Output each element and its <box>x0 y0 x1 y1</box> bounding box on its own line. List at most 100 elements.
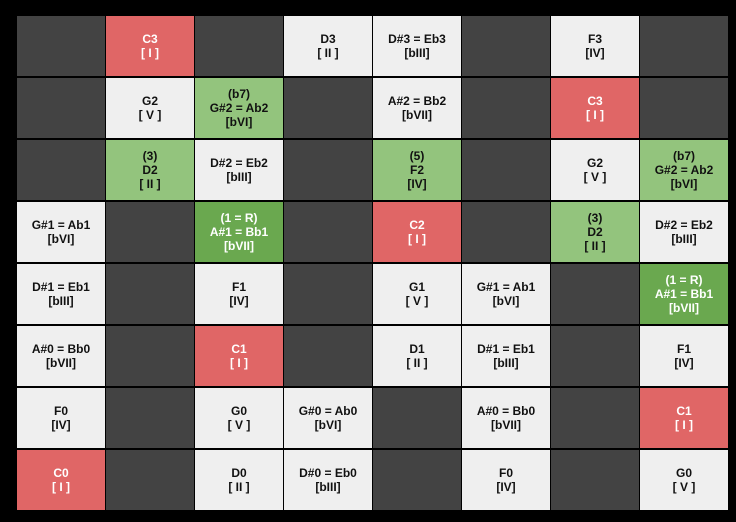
cell-label: [bIII] <box>226 170 252 184</box>
note-cell: G0[ V ] <box>640 450 728 510</box>
cell-label: D#2 = Eb2 <box>210 156 268 170</box>
cell-label: [bVII] <box>402 108 432 122</box>
cell-label: F0 <box>53 404 68 418</box>
cell-label: G#1 = Ab1 <box>476 280 536 294</box>
cell-label: [ I ] <box>52 480 70 494</box>
note-cell: C1[ I ] <box>195 326 283 386</box>
empty-cell <box>17 16 105 76</box>
cell-label: D0 <box>231 466 247 480</box>
cell-label: C3 <box>142 32 158 46</box>
empty-cell <box>284 202 372 262</box>
note-cell: G1[ V ] <box>373 264 461 324</box>
empty-cell <box>17 78 105 138</box>
empty-cell <box>106 388 194 448</box>
cell-label: [ II ] <box>317 46 339 60</box>
empty-cell <box>462 78 550 138</box>
cell-label: (3) <box>142 149 158 163</box>
cell-label: [IV] <box>229 294 249 308</box>
cell-label: G#1 = Ab1 <box>31 218 91 232</box>
cell-label: [ II ] <box>406 356 428 370</box>
note-cell: (1 = R) A#1 = Bb1 [bVII] <box>195 202 283 262</box>
cell-label: [ V ] <box>405 294 429 308</box>
cell-label: A#2 = Bb2 <box>387 94 447 108</box>
cell-label: C0 <box>53 466 69 480</box>
cell-label: G0 <box>675 466 692 480</box>
cell-label: [ I ] <box>586 108 604 122</box>
note-cell: A#0 = Bb0 [bVII] <box>462 388 550 448</box>
note-cell: F0 [IV] <box>462 450 550 510</box>
empty-cell <box>462 202 550 262</box>
cell-label: [bVII] <box>224 239 254 253</box>
note-cell: D0[ II ] <box>195 450 283 510</box>
cell-label: F1 <box>676 342 691 356</box>
cell-label: (3) <box>587 211 603 225</box>
note-cell: G#0 = Ab0 [bVI] <box>284 388 372 448</box>
cell-label: [IV] <box>51 418 71 432</box>
cell-label: C1 <box>231 342 247 356</box>
cell-label: [bIII] <box>315 480 341 494</box>
note-cell: (1 = R) A#1 = Bb1 [bVII] <box>640 264 728 324</box>
cell-label: [ I ] <box>141 46 159 60</box>
note-cell: F1 [IV] <box>640 326 728 386</box>
cell-label: [ I ] <box>230 356 248 370</box>
note-cell: D#2 = Eb2 [bIII] <box>195 140 283 200</box>
cell-label: [bIII] <box>48 294 74 308</box>
cell-label: [IV] <box>674 356 694 370</box>
note-cell: C3[ I ] <box>551 78 639 138</box>
empty-cell <box>284 264 372 324</box>
note-cell: D3[ II ] <box>284 16 372 76</box>
cell-label: D2 <box>587 225 603 239</box>
note-cell: D#1 = Eb1 [bIII] <box>17 264 105 324</box>
note-cell: C3[ I ] <box>106 16 194 76</box>
note-cell: (b7) G#2 = Ab2 [bVI] <box>640 140 728 200</box>
cell-label: C2 <box>409 218 425 232</box>
cell-label: D2 <box>142 163 158 177</box>
note-cell: G#1 = Ab1 [bVI] <box>462 264 550 324</box>
empty-cell <box>551 450 639 510</box>
cell-label: [ II ] <box>139 177 161 191</box>
cell-label: [IV] <box>496 480 516 494</box>
empty-cell <box>17 140 105 200</box>
empty-cell <box>373 388 461 448</box>
cell-label: [ V ] <box>138 108 162 122</box>
note-cell: F3 [IV] <box>551 16 639 76</box>
cell-label: [ V ] <box>583 170 607 184</box>
cell-label: [bVI] <box>492 294 520 308</box>
cell-label: [IV] <box>585 46 605 60</box>
cell-label: C1 <box>676 404 692 418</box>
empty-cell <box>551 264 639 324</box>
cell-label: [bVI] <box>314 418 342 432</box>
cell-label: D3 <box>320 32 336 46</box>
note-cell: D#3 = Eb3 [bIII] <box>373 16 461 76</box>
note-cell: (3) D2[ II ] <box>551 202 639 262</box>
cell-label: A#0 = Bb0 <box>31 342 91 356</box>
note-cell: D#1 = Eb1 [bIII] <box>462 326 550 386</box>
cell-label: F3 <box>587 32 602 46</box>
cell-label: [bVII] <box>46 356 76 370</box>
empty-cell <box>551 388 639 448</box>
empty-cell <box>106 264 194 324</box>
empty-cell <box>640 78 728 138</box>
empty-cell <box>106 450 194 510</box>
empty-cell <box>284 140 372 200</box>
note-cell: (5) F2 [IV] <box>373 140 461 200</box>
cell-label: [ II ] <box>228 480 250 494</box>
cell-label: [bIII] <box>493 356 519 370</box>
cell-label: [bIII] <box>671 232 697 246</box>
cell-label: [bVII] <box>669 301 699 315</box>
empty-cell <box>551 326 639 386</box>
note-cell: G2[ V ] <box>106 78 194 138</box>
note-cell: D1[ II ] <box>373 326 461 386</box>
empty-cell <box>462 16 550 76</box>
empty-cell <box>462 140 550 200</box>
empty-cell <box>106 326 194 386</box>
note-cell: D#2 = Eb2 [bIII] <box>640 202 728 262</box>
cell-label: D#3 = Eb3 <box>388 32 446 46</box>
cell-label: G2 <box>586 156 603 170</box>
cell-label: [ I ] <box>675 418 693 432</box>
empty-cell <box>373 450 461 510</box>
cell-label: [ V ] <box>227 418 251 432</box>
note-cell: C0[ I ] <box>17 450 105 510</box>
cell-label: (b7) <box>228 87 250 101</box>
